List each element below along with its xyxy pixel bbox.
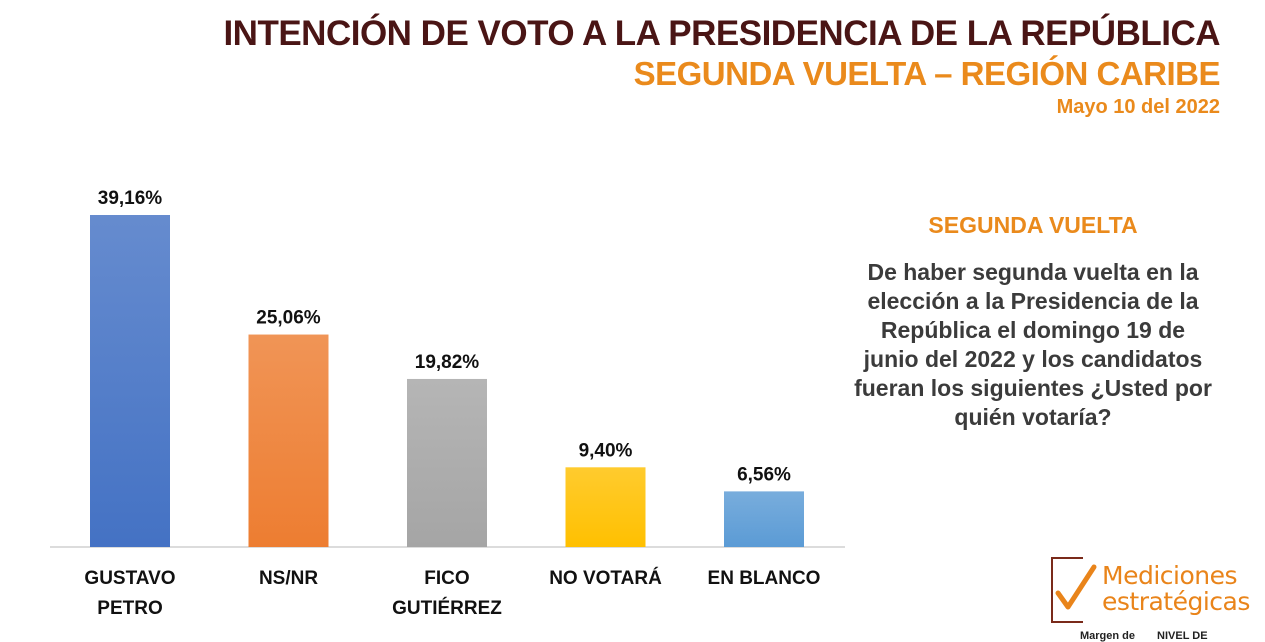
survey-question: De haber segunda vuelta en la elección a…: [854, 259, 1212, 430]
category-label-0-0: GUSTAVO: [84, 568, 175, 589]
bar-chart: 39,16% GUSTAVO PETRO 25,06% NS/NR 19,82% FICO G…: [50, 188, 845, 619]
side-heading: SEGUNDA VUELTA: [928, 212, 1138, 238]
data-label-2: 19,82%: [415, 352, 480, 373]
mediciones-estrategicas-logo: Mediciones estratégicas: [1048, 555, 1258, 625]
data-label-3: 9,40%: [579, 440, 633, 461]
data-label-0: 39,16%: [98, 188, 163, 209]
category-label-0-1: PETRO: [97, 598, 162, 619]
bar-0: [90, 215, 170, 547]
footnote-margin: Margen de: [1080, 630, 1136, 642]
page-subtitle: SEGUNDA VUELTA – REGIÓN CARIBE: [633, 55, 1221, 92]
page-title: INTENCIÓN DE VOTO A LA PRESIDENCIA DE LA…: [223, 14, 1220, 53]
logo-text-line2: estratégicas: [1102, 587, 1250, 616]
bar-3: [565, 467, 646, 547]
logo-frame: [1051, 557, 1083, 623]
footnote-level: NIVEL DE: [1157, 630, 1208, 642]
category-label-1-0: NS/NR: [259, 568, 318, 589]
footnote: Margen de NIVEL DE: [1080, 630, 1230, 642]
data-label-4: 6,56%: [737, 464, 791, 485]
bar-1: [248, 334, 329, 547]
checkmark-icon: [1055, 564, 1097, 610]
logo-text-line1: Mediciones: [1102, 561, 1238, 590]
bar-2: [407, 378, 487, 547]
category-label-2-0: FICO: [424, 568, 469, 589]
category-label-4-0: EN BLANCO: [708, 568, 821, 589]
category-label-2-1: GUTIÉRREZ: [392, 597, 502, 619]
report-date: Mayo 10 del 2022: [1056, 96, 1220, 118]
data-label-1: 25,06%: [256, 308, 321, 329]
bar-4: [724, 491, 804, 547]
category-label-3-0: NO VOTARÁ: [549, 567, 662, 589]
